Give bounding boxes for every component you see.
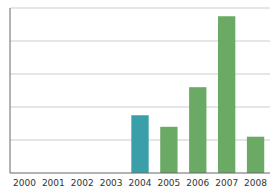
bar: [160, 127, 177, 173]
x-axis-line: [10, 173, 270, 174]
x-tick-label: 2007: [215, 178, 238, 188]
x-tick-labels: 2000 2001 2002 2003 2004 2005 2006 2007 2008: [13, 178, 267, 188]
bar: [247, 137, 264, 173]
x-tick-label: 2002: [71, 178, 94, 188]
bar: [189, 87, 206, 173]
x-tick-label: 2003: [100, 178, 123, 188]
x-tick-label: 2004: [129, 178, 152, 188]
x-tick-label: 2005: [157, 178, 180, 188]
x-tick-label: 2000: [13, 178, 36, 188]
x-tick-label: 2001: [42, 178, 65, 188]
x-tick-label: 2006: [186, 178, 209, 188]
chart: 2000 2001 2002 2003 2004 2005 2006 2007 2008: [0, 0, 280, 195]
grid-line: [10, 8, 270, 9]
y-axis-line: [10, 8, 11, 173]
bars: [131, 16, 264, 173]
x-tick-label: 2008: [244, 178, 267, 188]
bar: [131, 115, 148, 173]
bar: [218, 16, 235, 173]
chart-container: 2000 2001 2002 2003 2004 2005 2006 2007 2008: [0, 0, 280, 195]
